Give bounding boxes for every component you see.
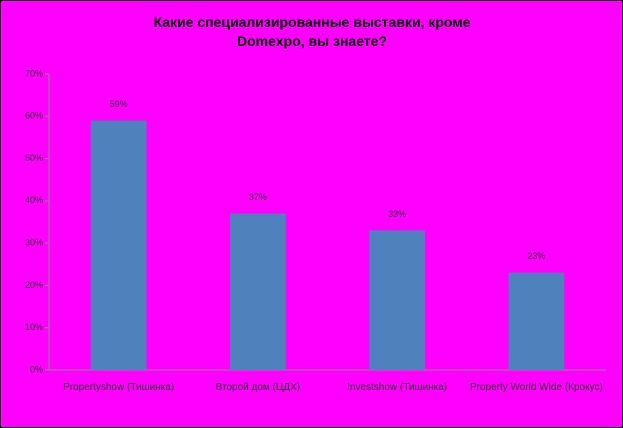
bar <box>508 272 565 370</box>
value-label: 33% <box>388 209 406 219</box>
x-tick-label: Property World Wide (Крокус) <box>469 382 603 393</box>
y-tick-label: 20% <box>25 280 43 290</box>
x-tick-label: Propertyshow (Тишинка) <box>63 382 175 393</box>
value-label: 59% <box>110 99 128 109</box>
x-tick-label: Второй дом (ЦДХ) <box>215 382 301 393</box>
y-tick-label: 0% <box>30 364 43 374</box>
y-tick-label: 40% <box>25 195 43 205</box>
x-tick-label: Investshow (Тишинка) <box>347 382 448 393</box>
bar <box>369 230 425 370</box>
y-tick-label: 30% <box>25 238 43 248</box>
bar <box>230 213 286 370</box>
y-tick-label: 70% <box>25 68 43 78</box>
value-label: 37% <box>249 192 267 202</box>
y-tick-label: 60% <box>25 111 43 121</box>
value-label: 23% <box>527 251 545 261</box>
bar <box>90 120 147 370</box>
y-tick-label: 10% <box>25 322 43 332</box>
y-tick-label: 50% <box>25 153 43 163</box>
chart-title: Какие специализированные выставки, кроме… <box>153 14 471 49</box>
